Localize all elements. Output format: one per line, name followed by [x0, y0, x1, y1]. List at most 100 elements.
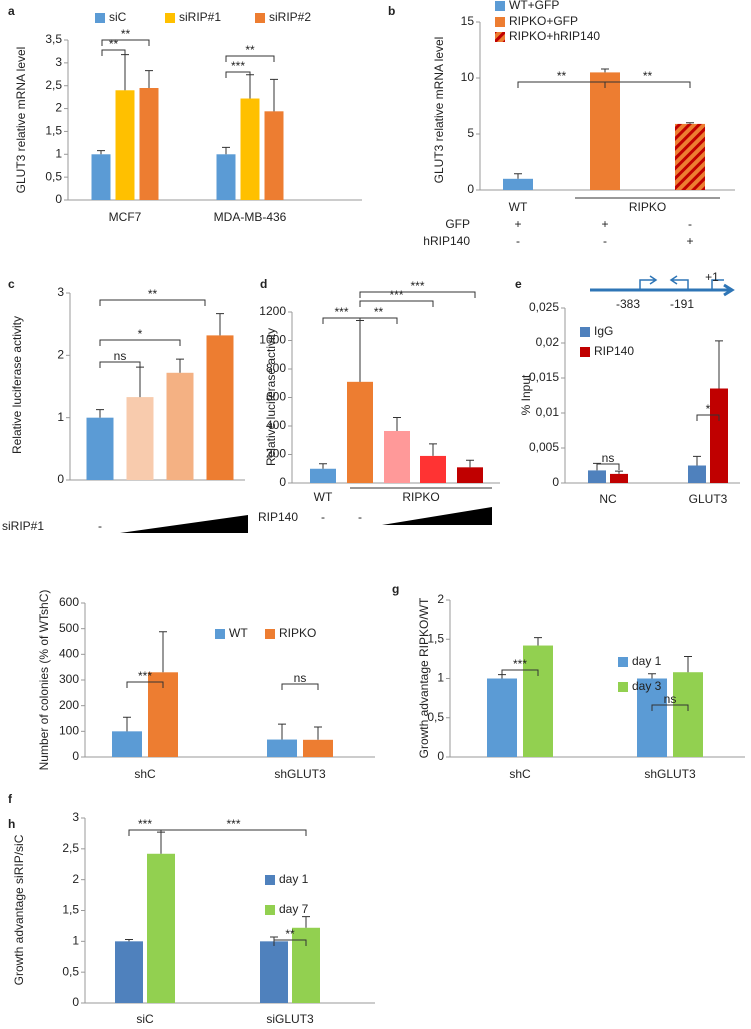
y-tick-label: 0,02: [536, 335, 560, 349]
bar: [688, 465, 706, 483]
y-tick-label: 1200: [259, 304, 286, 318]
x-tick-label: MCF7: [109, 210, 142, 224]
significance-label: **: [557, 69, 567, 83]
error-bar: [222, 146, 230, 155]
error-bar: [615, 470, 623, 474]
x-tick-label: siGLUT3: [266, 1012, 314, 1026]
legend-swatch: [618, 682, 628, 692]
y-tick-label: 400: [59, 647, 79, 661]
y-axis-label: GLUT3 relative mRNA level: [432, 37, 446, 184]
bar: [267, 739, 297, 757]
significance-bracket: [273, 939, 307, 946]
y-tick-label: 2,5: [45, 78, 62, 92]
y-tick-label: 2,5: [62, 841, 79, 855]
y-tick-label: 0: [55, 192, 62, 206]
error-bar: [159, 631, 167, 673]
y-tick-label: 0,005: [529, 440, 559, 454]
dose-triangle: [382, 507, 492, 525]
y-tick-label: 0,5: [62, 964, 79, 978]
promoter-label: +1: [705, 270, 719, 284]
error-bar: [96, 409, 104, 418]
panel-label: e: [515, 277, 522, 291]
y-tick-label: 1,5: [62, 903, 79, 917]
legend-swatch: [215, 629, 225, 639]
y-tick-label: 600: [59, 595, 79, 609]
legend-swatch: [495, 17, 505, 27]
legend-label: RIPKO+GFP: [509, 14, 578, 28]
bar: [303, 739, 333, 757]
legend-swatch: [495, 32, 505, 42]
legend-label: siRIP#1: [179, 10, 221, 24]
y-axis-label: Relative luciferase activity: [264, 328, 278, 466]
legend-swatch: [265, 905, 275, 915]
legend-label: RIPKO: [279, 626, 316, 640]
legend-swatch: [265, 629, 275, 639]
bar: [637, 678, 667, 757]
x-tick-label: GLUT3: [689, 492, 728, 506]
significance-label: **: [245, 43, 255, 57]
bar: [86, 417, 114, 480]
x-tick-label: shC: [509, 767, 531, 781]
y-tick-label: 3: [57, 285, 64, 299]
y-tick-label: 0,5: [45, 169, 62, 183]
significance-bracket: [99, 299, 206, 306]
panel-label: c: [8, 277, 15, 291]
y-tick-label: 0: [57, 472, 64, 486]
bar: [590, 72, 620, 190]
significance-label: **: [121, 27, 131, 41]
legend-label: RIPKO+hRIP140: [509, 29, 600, 43]
error-bar: [393, 416, 401, 431]
row-value: +: [601, 217, 608, 231]
y-tick-label: 1000: [259, 333, 286, 347]
bar: [384, 430, 410, 483]
y-tick-label: 3: [72, 810, 79, 824]
legend-label: WT: [229, 626, 248, 640]
y-tick-label: 0: [72, 995, 79, 1009]
y-tick-label: 1,5: [427, 631, 444, 645]
x-tick-label: WT: [509, 200, 528, 214]
bar: [523, 645, 553, 757]
error-bar: [136, 366, 144, 398]
y-tick-label: 0: [552, 475, 559, 489]
significance-bracket: [225, 55, 275, 62]
significance-label: **: [374, 305, 384, 319]
bar: [260, 941, 288, 1003]
legend-label: siRIP#2: [269, 10, 311, 24]
significance-label: *: [138, 327, 143, 341]
legend-swatch: [580, 327, 590, 337]
y-tick-label: 2: [437, 592, 444, 606]
significance-label: ***: [226, 817, 240, 831]
significance-label: ns: [602, 451, 615, 465]
error-bar: [314, 726, 322, 740]
row-value: -: [358, 510, 362, 524]
error-bar: [145, 70, 153, 88]
y-tick-label: 1: [57, 410, 64, 424]
x-tick-label: MDA-MB-436: [214, 210, 287, 224]
y-tick-label: 0,025: [529, 300, 559, 314]
y-tick-label: 0,015: [529, 370, 559, 384]
y-tick-label: 0: [467, 182, 474, 196]
row-label: GFP: [445, 217, 470, 231]
bar: [420, 455, 446, 483]
significance-label: ns: [294, 671, 307, 685]
panel-label: f: [8, 792, 13, 806]
y-axis-label: Growth advantage siRIP/siC: [12, 834, 26, 985]
y-tick-label: 2: [72, 872, 79, 886]
y-tick-label: 0: [279, 475, 286, 489]
error-bar: [319, 463, 327, 469]
significance-label: ***: [513, 657, 527, 671]
y-tick-label: 3: [55, 55, 62, 69]
y-tick-label: 800: [266, 361, 286, 375]
y-tick-label: 200: [266, 447, 286, 461]
panel-label: b: [388, 4, 395, 18]
panel-label: g: [392, 582, 399, 596]
bar: [115, 941, 143, 1003]
significance-bracket: [359, 317, 398, 324]
row-value: -: [98, 519, 102, 533]
significance-bracket: [596, 463, 620, 470]
significance-label: **: [109, 37, 119, 51]
y-axis-label: Growth advantage RIPKO/WT: [417, 597, 431, 758]
significance-bracket: [501, 669, 539, 676]
legend-label: day 7: [279, 902, 309, 916]
significance-label: ns: [664, 692, 677, 706]
